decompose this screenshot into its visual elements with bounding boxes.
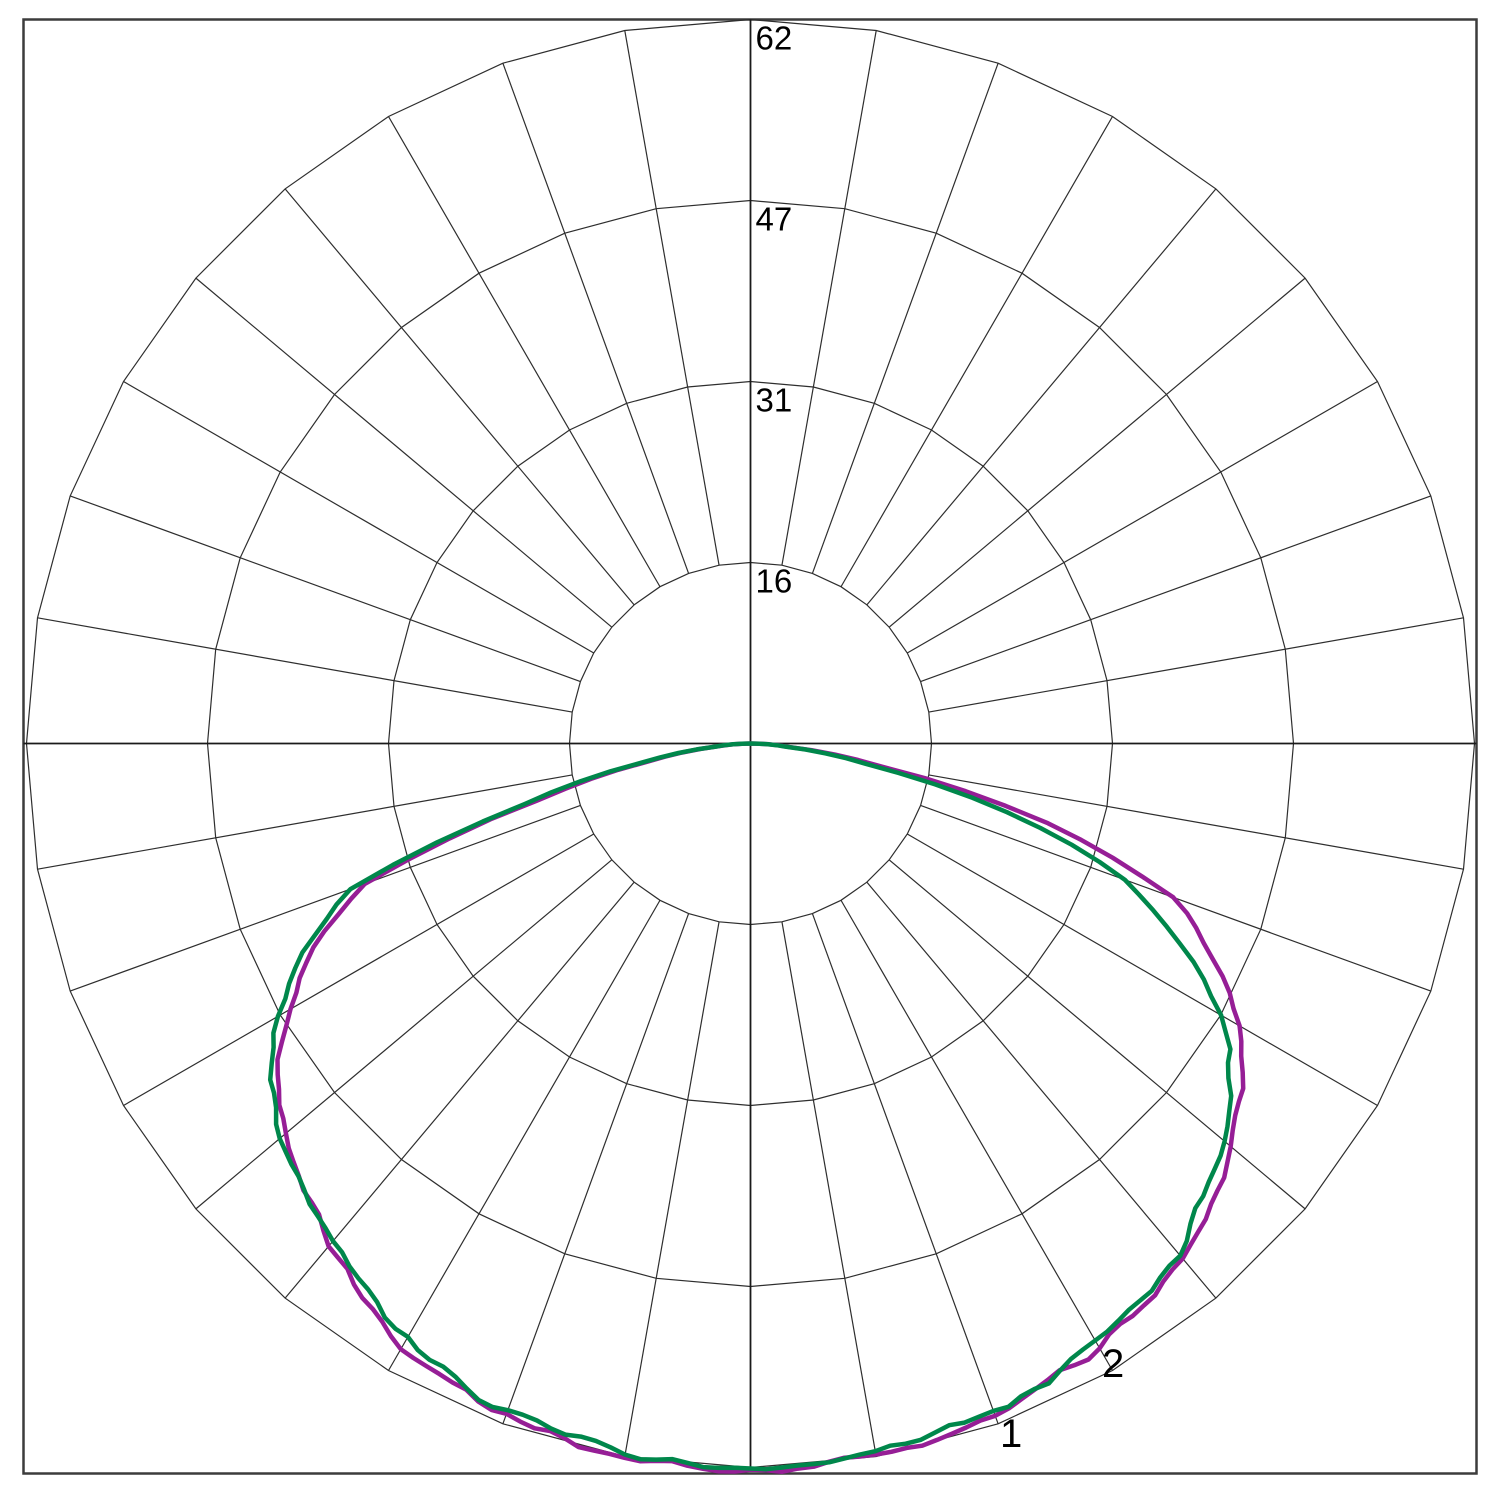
polar-spoke-310	[195, 859, 613, 1210]
polar-spoke-110	[920, 495, 1432, 683]
polar-spoke-50	[888, 859, 1306, 1210]
polar-spoke-280	[37, 774, 573, 870]
polar-spoke-30	[840, 899, 1114, 1371]
intensity-curve-2	[267, 741, 1234, 1472]
intensity-curve-1	[275, 741, 1246, 1474]
polar-spoke-10	[781, 921, 877, 1457]
polar-spoke-140	[866, 188, 1217, 606]
polar-spoke-80	[928, 774, 1464, 870]
polar-spoke-120	[906, 380, 1378, 654]
ring-value-label-31: 31	[756, 382, 793, 419]
polar-spoke-300	[123, 833, 595, 1107]
polar-spoke-350	[624, 921, 720, 1457]
polar-spoke-290	[69, 804, 581, 992]
polar-spoke-240	[123, 380, 595, 654]
polar-spoke-250	[69, 495, 581, 683]
polar-spoke-260	[37, 617, 573, 713]
polar-spoke-130	[888, 277, 1306, 628]
polar-spoke-320	[284, 881, 635, 1299]
polar-spoke-100	[928, 617, 1464, 713]
ring-value-label-16: 16	[756, 563, 793, 600]
polar-spoke-330	[387, 899, 661, 1371]
ring-value-label-47: 47	[756, 201, 793, 238]
polar-spoke-160	[811, 62, 999, 574]
polar-spoke-200	[502, 62, 690, 574]
polar-spoke-230	[195, 277, 613, 628]
polar-spoke-220	[284, 188, 635, 606]
polar-spoke-170	[781, 30, 877, 566]
polar-spoke-20	[811, 913, 999, 1425]
polar-spoke-340	[502, 913, 690, 1425]
polar-spoke-150	[840, 116, 1114, 588]
polar-spoke-210	[387, 116, 661, 588]
polar-spoke-40	[866, 881, 1217, 1299]
polar-spoke-190	[624, 30, 720, 566]
polar-spoke-60	[906, 833, 1378, 1107]
ring-value-label-62: 62	[756, 20, 793, 57]
curve-label-1: 1	[1000, 1412, 1022, 1456]
curve-label-2: 2	[1102, 1342, 1124, 1386]
